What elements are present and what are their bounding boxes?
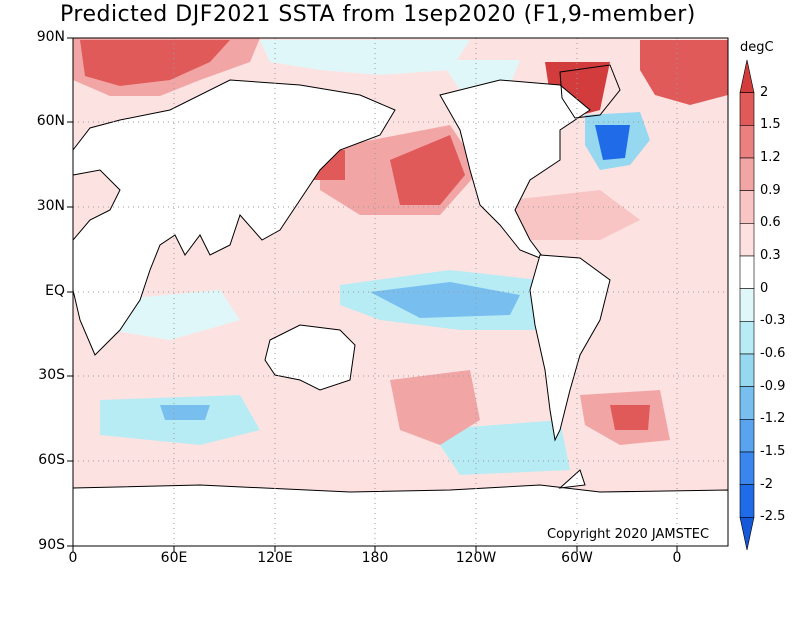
colorbar-swatch: [739, 321, 755, 355]
lat-label-90n: 90N: [36, 29, 65, 45]
lat-label-30s: 30S: [38, 367, 65, 383]
atlantic-warm-patch: [510, 190, 640, 240]
lat-label-60s: 60S: [38, 452, 65, 468]
land-layer: [72, 64, 729, 547]
colorbar-unit-label: degC: [740, 40, 774, 55]
colorbar-tick-label: -2.5: [760, 509, 786, 525]
colorbar-arrow-top: [739, 59, 755, 93]
north-pacific-warm-core: [390, 135, 465, 205]
colorbar-tick-label: 0.9: [760, 182, 781, 198]
lat-label-eq: EQ: [45, 283, 65, 299]
colorbar-swatch: [739, 353, 755, 387]
colorbar-tick-label: 0: [760, 280, 769, 296]
colorbar-tick-label: -0.9: [760, 378, 786, 394]
colorbar-tick-label: 1.2: [760, 150, 781, 165]
colorbar-swatch: [739, 484, 755, 518]
south-pacific-warm-patch: [390, 370, 480, 445]
colorbar-swatch: [739, 157, 755, 191]
map-title: Predicted DJF2021 SSTA from 1sep2020 (F1…: [60, 2, 696, 27]
lat-label-90s: 90S: [38, 537, 65, 553]
colorbar-tick-label: 2: [760, 84, 769, 100]
colorbar-tick-label: -1.5: [760, 444, 786, 459]
greenland-outline: [559, 64, 621, 119]
lat-label-30n: 30N: [36, 198, 65, 214]
lon-label-60w: 60W: [561, 550, 593, 566]
graticule: [73, 38, 728, 546]
colorbar-tick-label: -2: [760, 476, 773, 492]
north-america-land: [439, 79, 591, 262]
colorbar-swatch: [739, 125, 755, 159]
lon-label-120w: 120W: [455, 550, 497, 566]
south-america-land: [529, 254, 611, 442]
lon-label-0: 0: [68, 550, 78, 566]
colorbar-swatch: [739, 451, 755, 485]
lon-label-60e: 60E: [160, 550, 188, 566]
lon-label-0-east: 0: [672, 550, 682, 566]
south-atlantic-warm-core: [610, 405, 650, 430]
colorbar-swatch: [739, 190, 755, 224]
colorbar-tick-label: -0.3: [760, 313, 786, 329]
colorbar-tick-label: -0.6: [760, 346, 786, 361]
colorbar-arrow-bottom: [739, 517, 755, 551]
colorbar-swatch: [739, 223, 755, 257]
colorbar: [739, 59, 755, 551]
axis-ticks: [67, 37, 678, 552]
colorbar-tick-label: 1.5: [760, 117, 781, 133]
colorbar-tick-label: -1.2: [760, 411, 786, 427]
colorbar-swatch: [739, 288, 755, 322]
arctic-strong-warm-patch: [80, 40, 230, 86]
colorbar-swatch: [739, 386, 755, 420]
colorbar-tick-label: 0.3: [760, 248, 781, 263]
antarctic-peninsula-land: [558, 469, 586, 489]
colorbar-swatch: [739, 419, 755, 453]
colorbar-tick-label: 0.6: [760, 215, 781, 231]
arctic-east-warm-patch: [640, 40, 728, 105]
copyright-notice: Copyright 2020 JAMSTEC: [545, 527, 712, 542]
colorbar-swatch: [739, 255, 755, 289]
lon-label-120e: 120E: [257, 550, 293, 566]
lon-label-180: 180: [361, 550, 389, 566]
eurasia-africa-land: [72, 79, 396, 356]
southern-indian-cold-core: [160, 405, 210, 420]
north-atlantic-cold-core: [595, 125, 630, 160]
lat-label-60n: 60N: [36, 113, 65, 129]
arctic-cool-patch: [260, 40, 470, 75]
indian-ocean-cool-patch: [110, 290, 240, 340]
south-pacific-cool-patch: [430, 420, 570, 475]
equatorial-pacific-cold-core: [370, 282, 520, 318]
australia-land: [264, 324, 356, 391]
colorbar-swatch: [739, 92, 755, 126]
